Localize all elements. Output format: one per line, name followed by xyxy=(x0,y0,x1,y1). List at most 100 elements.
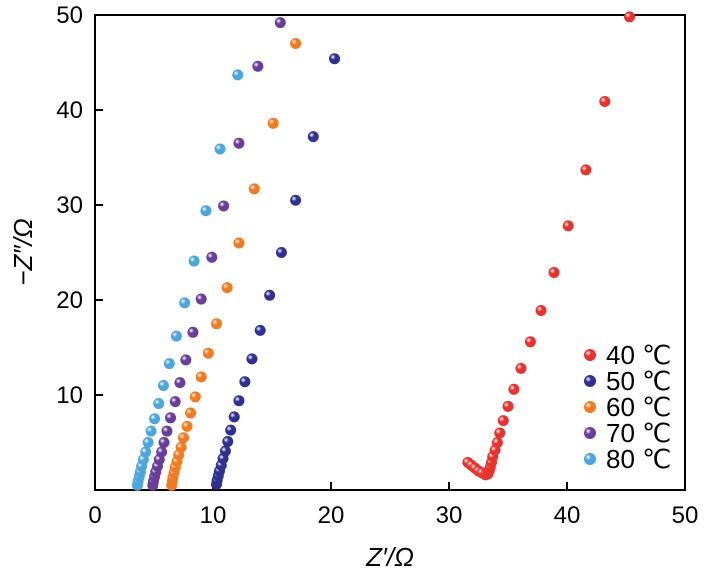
data-point xyxy=(149,413,161,425)
data-point xyxy=(158,437,170,448)
data-point xyxy=(195,293,207,305)
data-point xyxy=(180,354,192,366)
y-tick-label: 20 xyxy=(56,287,83,314)
data-point xyxy=(502,400,514,412)
data-point xyxy=(169,396,181,408)
legend-label: 40 ℃ xyxy=(606,340,671,370)
legend-label: 60 ℃ xyxy=(606,392,671,422)
data-point xyxy=(165,412,177,424)
data-point xyxy=(264,289,276,301)
data-point xyxy=(274,17,286,29)
data-point xyxy=(233,137,245,149)
x-tick-label: 20 xyxy=(318,502,345,529)
data-point xyxy=(163,358,175,370)
data-point xyxy=(195,371,207,383)
data-point xyxy=(267,117,279,129)
data-point xyxy=(219,445,231,457)
data-point xyxy=(178,432,189,444)
data-point xyxy=(548,266,560,278)
data-point xyxy=(515,362,527,374)
legend-marker xyxy=(584,349,596,361)
data-point xyxy=(290,38,302,49)
x-tick-label: 0 xyxy=(88,502,101,529)
x-tick-label: 50 xyxy=(672,502,699,529)
data-point xyxy=(624,11,636,23)
x-tick-label: 40 xyxy=(554,502,581,529)
data-point xyxy=(580,164,592,176)
data-point xyxy=(232,69,244,81)
data-point xyxy=(202,347,214,359)
y-tick-label: 10 xyxy=(56,382,83,409)
legend-marker xyxy=(584,453,596,465)
y-tick-label: 40 xyxy=(56,97,83,124)
data-point xyxy=(189,391,201,403)
plot-frame xyxy=(94,14,686,491)
data-point xyxy=(142,437,154,448)
data-point xyxy=(181,420,193,432)
data-point xyxy=(140,446,152,458)
data-point xyxy=(179,297,191,309)
data-point xyxy=(145,425,157,437)
legend-label: 70 ℃ xyxy=(606,418,671,448)
data-point xyxy=(599,95,611,107)
data-point xyxy=(170,330,182,342)
data-point xyxy=(491,437,503,448)
legend-label: 80 ℃ xyxy=(606,444,671,474)
data-point xyxy=(233,237,245,249)
data-point xyxy=(275,247,287,258)
data-point xyxy=(248,183,260,195)
data-point xyxy=(494,427,506,439)
data-point xyxy=(535,304,547,316)
data-point xyxy=(508,383,520,395)
data-point xyxy=(290,194,302,206)
x-axis-title: Z′/Ω xyxy=(365,542,414,572)
data-point xyxy=(206,251,218,263)
data-point xyxy=(174,377,186,389)
data-point xyxy=(252,60,264,72)
data-point xyxy=(329,53,341,65)
legend-marker xyxy=(584,401,596,413)
legend-marker xyxy=(584,375,596,387)
data-point xyxy=(156,446,168,458)
data-point xyxy=(188,255,200,267)
data-point xyxy=(562,220,574,232)
data-point xyxy=(307,131,319,143)
data-point xyxy=(185,407,197,419)
data-point xyxy=(228,411,240,423)
series-3-points xyxy=(166,38,302,491)
data-point xyxy=(246,353,258,365)
x-tick-label: 10 xyxy=(200,502,227,529)
series-1-points xyxy=(462,11,636,481)
data-point xyxy=(218,200,230,212)
legend-label: 50 ℃ xyxy=(606,366,671,396)
data-point xyxy=(233,395,245,407)
legend: 40 ℃50 ℃60 ℃70 ℃80 ℃ xyxy=(584,340,671,474)
series-2-points xyxy=(211,53,341,490)
y-tick-label: 50 xyxy=(56,2,83,29)
data-point xyxy=(254,324,266,336)
legend-marker xyxy=(584,427,596,439)
y-axis-title: −Z″/Ω xyxy=(8,218,38,285)
data-point xyxy=(222,436,234,448)
x-axis-ticks: 0 10 20 30 40 50 xyxy=(88,482,698,529)
series-5-points xyxy=(131,69,244,491)
series-4-points xyxy=(147,17,286,491)
data-point xyxy=(497,415,509,427)
y-axis-ticks: 10 20 30 40 50 xyxy=(56,2,103,409)
x-tick-label: 30 xyxy=(436,502,463,529)
data-point xyxy=(200,205,212,217)
data-point xyxy=(214,143,226,155)
data-point xyxy=(225,424,237,436)
data-points xyxy=(131,11,636,491)
data-point xyxy=(239,376,251,388)
data-point xyxy=(211,318,223,330)
data-point xyxy=(524,336,536,348)
data-point xyxy=(153,398,165,410)
data-point xyxy=(161,425,173,437)
y-tick-label: 30 xyxy=(56,192,83,219)
data-point xyxy=(221,282,233,294)
data-point xyxy=(175,441,187,453)
data-point xyxy=(187,326,199,338)
